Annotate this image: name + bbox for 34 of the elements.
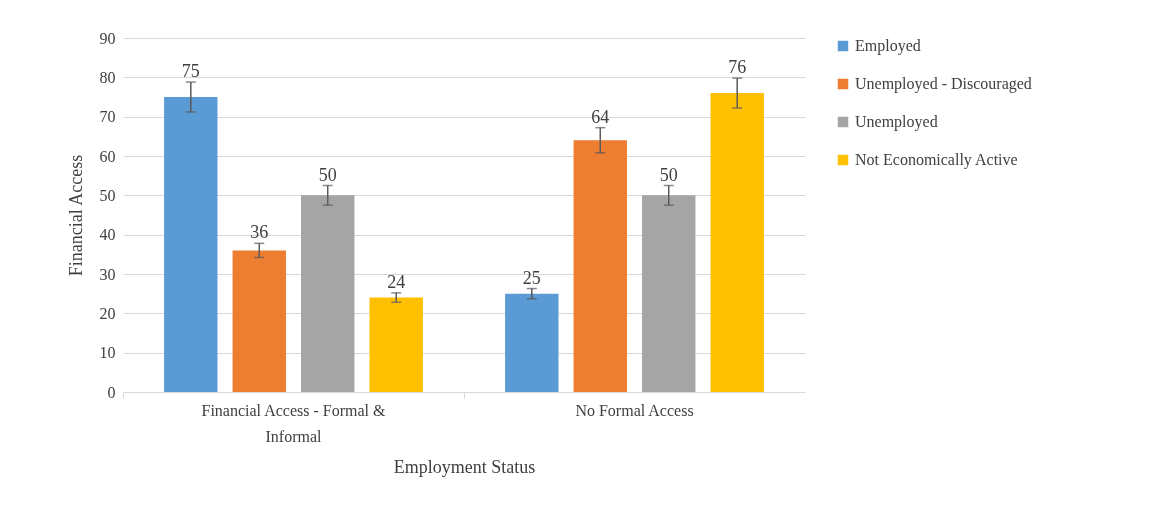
data-label: 50 — [659, 164, 678, 185]
data-label: 36 — [250, 222, 269, 243]
data-label: 64 — [591, 106, 610, 127]
y-tick-label: 40 — [99, 226, 116, 244]
bar — [710, 93, 764, 392]
legend-label: Employed — [855, 37, 921, 55]
y-tick-label: 0 — [107, 383, 116, 401]
legend-label: Unemployed - Discouraged — [855, 75, 1032, 93]
y-tick-label: 10 — [99, 344, 116, 362]
y-tick-label: 30 — [99, 265, 116, 283]
y-tick-label: 20 — [99, 304, 116, 322]
bar — [232, 250, 286, 392]
x-tick-label: Financial Access - Formal & Informal — [201, 401, 387, 445]
data-label: 24 — [387, 271, 406, 292]
bar — [164, 97, 218, 392]
legend-label: Unemployed — [855, 113, 938, 131]
data-label: 76 — [728, 57, 747, 78]
y-axis-title: Financial Access — [65, 154, 86, 277]
bar — [369, 297, 423, 392]
legend-label: Not Economically Active — [855, 151, 1018, 169]
y-tick-label: 60 — [99, 147, 116, 165]
x-tick-label: No Formal Access — [575, 401, 694, 419]
data-label: 25 — [522, 267, 541, 288]
bar — [301, 195, 355, 392]
bar — [573, 140, 627, 392]
y-tick-label: 90 — [99, 29, 116, 47]
y-tick-label: 50 — [99, 186, 116, 204]
y-tick-label: 80 — [99, 68, 116, 86]
bar — [642, 195, 696, 392]
x-axis-title: Employment Status — [393, 456, 536, 477]
bar — [505, 293, 559, 392]
y-tick-label: 70 — [99, 108, 116, 126]
data-label: 50 — [318, 164, 337, 185]
data-label: 75 — [181, 61, 200, 82]
